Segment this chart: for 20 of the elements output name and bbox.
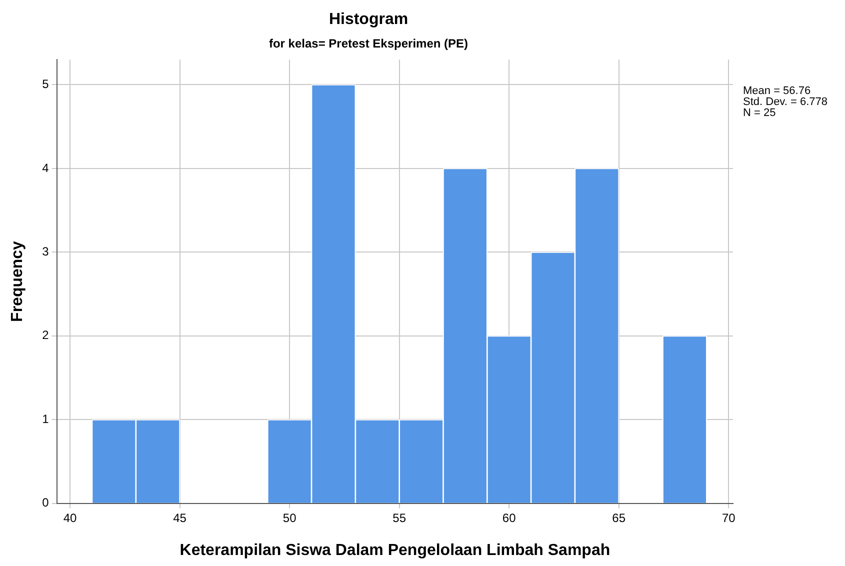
x-tick-label: 65 bbox=[612, 510, 626, 525]
x-tick-label: 60 bbox=[502, 510, 516, 525]
text: N = 25 bbox=[743, 107, 776, 120]
x-tick-label: 70 bbox=[722, 510, 736, 525]
y-tick-label: 5 bbox=[42, 77, 50, 92]
y-tick-label: 0 bbox=[42, 496, 50, 510]
x-tick-label: 50 bbox=[282, 510, 297, 525]
y-tick-label: 3 bbox=[42, 244, 50, 259]
y-axis-title: Frequency bbox=[9, 240, 26, 322]
y-tick-label: 4 bbox=[42, 160, 50, 175]
text: Std. Dev. = 6.778 bbox=[743, 96, 828, 108]
x-tick-label: 45 bbox=[173, 510, 187, 525]
x-tick-label: 40 bbox=[63, 510, 78, 525]
x-axis-title: Keterampilan Siswa Dalam Pengelolaan Limbah Sampah bbox=[180, 542, 610, 559]
chart-title: Histogram bbox=[328, 11, 408, 28]
y-tick-label: 2 bbox=[42, 328, 50, 342]
chart-subtitle: for kelas= Pretest Eksperimen (PE) bbox=[268, 36, 468, 51]
text: Mean = 56.76 bbox=[743, 85, 811, 98]
x-tick-label: 55 bbox=[392, 510, 406, 525]
y-tick-label: 1 bbox=[42, 412, 50, 426]
